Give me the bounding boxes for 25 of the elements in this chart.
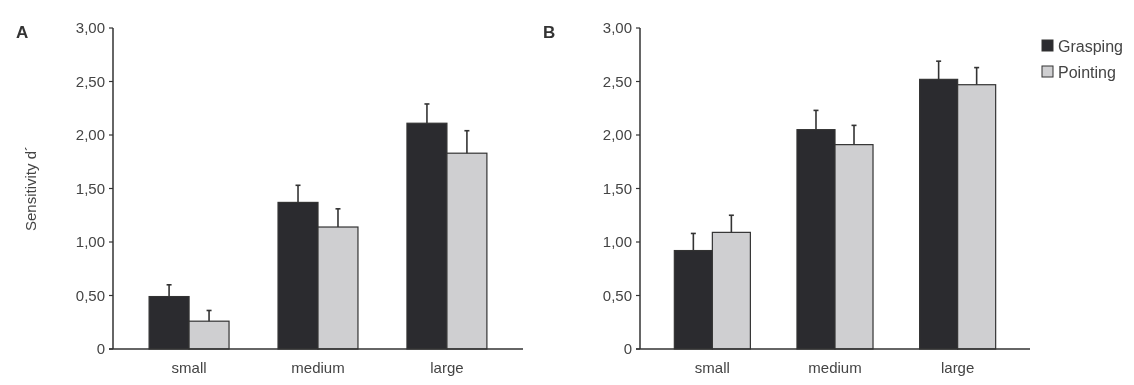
legend-label: Grasping: [1058, 37, 1123, 55]
y-tick-label: 0: [96, 340, 105, 358]
y-tick-label: 3,00: [602, 19, 632, 37]
y-tick-label: 2,00: [602, 126, 632, 144]
x-tick-label: small: [171, 359, 207, 376]
x-tick-label: large: [430, 359, 464, 376]
y-tick-label: 0,50: [602, 286, 632, 304]
x-tick-label: large: [940, 359, 975, 376]
y-tick-label: 0: [623, 340, 632, 358]
y-tick-label: 3,00: [75, 19, 105, 37]
y-tick-label: 2,00: [75, 126, 105, 144]
x-tick-label: small: [694, 359, 730, 376]
legend-label: Pointing: [1058, 63, 1116, 81]
x-tick-label: medium: [808, 359, 862, 376]
y-tick-label: 2,50: [602, 72, 632, 90]
y-axis-title: Sensitivity d´: [22, 145, 39, 232]
chart-title: A: [16, 23, 29, 42]
y-tick-label: 0,50: [75, 286, 105, 304]
y-tick-label: 1,50: [75, 179, 105, 197]
x-tick-label: medium: [291, 359, 345, 376]
chart-title: B: [543, 23, 556, 42]
y-tick-label: 1,00: [602, 233, 632, 251]
y-tick-label: 1,50: [602, 179, 632, 197]
y-tick-label: 2,50: [75, 72, 105, 90]
y-tick-label: 1,00: [75, 233, 105, 251]
